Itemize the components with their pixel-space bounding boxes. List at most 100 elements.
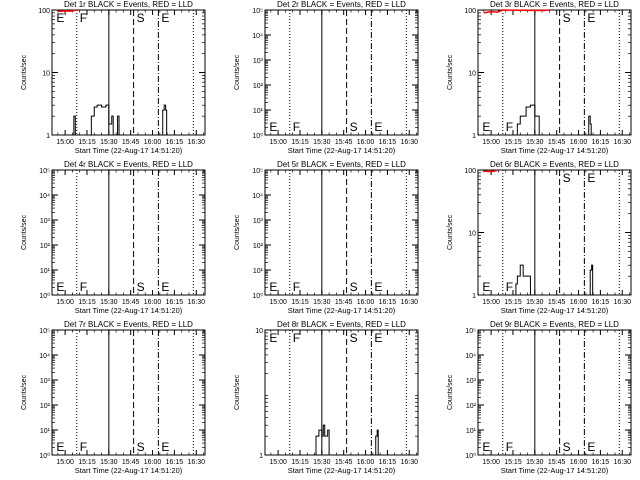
plot-frame: [264, 329, 419, 456]
y-tick-label: 10: [468, 71, 476, 78]
y-tick-label: 10⁰: [252, 132, 263, 140]
y-axis-label: Counts/sec: [447, 54, 454, 90]
y-tick-label: 10⁴: [465, 353, 476, 360]
plot-frame: [477, 329, 632, 456]
plot-frame: [477, 9, 632, 136]
panel-title: Det 1r BLACK = Events, RED = LLD: [64, 0, 193, 9]
x-tick-label: 15:00: [482, 459, 500, 466]
y-tick-label: 10⁴: [252, 33, 263, 40]
x-tick-label: 15:00: [56, 299, 74, 306]
marker-label-e: E: [587, 11, 595, 25]
panel-det-4: Det 4r BLACK = Events, RED = LLD 10⁰ 10¹ 10…: [21, 160, 206, 315]
marker-label-e: E: [374, 120, 382, 134]
x-tick-label: 15:30: [100, 139, 118, 146]
y-tick-label: 10⁵: [252, 168, 263, 175]
y-tick-label: 10¹: [40, 268, 51, 275]
panel-title: Det 4r BLACK = Events, RED = LLD: [64, 160, 193, 169]
panel-det-6: Det 6r BLACK = Events, RED = LLD 1 10 100 Co…: [447, 160, 632, 315]
x-tick-label: 15:00: [56, 459, 74, 466]
x-tick-label: 15:30: [313, 139, 331, 146]
x-tick-label: 15:15: [291, 459, 309, 466]
panel-det-9: Det 9r BLACK = Events, RED = LLD 10⁰ 10¹ 10…: [447, 320, 632, 475]
marker-label-f: F: [506, 280, 513, 294]
y-tick-label: 10⁴: [39, 353, 50, 360]
y-tick-label: 100: [464, 8, 476, 15]
x-axis-label: Start Time (22-Aug-17 14:51:20): [75, 306, 183, 315]
x-tick-label: 16:30: [400, 139, 418, 146]
panel-title: Det 3r BLACK = Events, RED = LLD: [490, 0, 619, 9]
y-tick-label: 10¹: [466, 428, 477, 435]
y-tick-label: 10: [468, 231, 476, 238]
x-tick-label: 16:30: [613, 139, 631, 146]
x-tick-label: 15:15: [504, 459, 522, 466]
x-tick-label: 15:45: [122, 459, 140, 466]
panel-det-8: Det 8r BLACK = Events, RED = LLD 1 10 Count…: [234, 320, 419, 475]
marker-label-e: E: [374, 331, 382, 345]
marker-label-f: F: [293, 120, 300, 134]
y-axis-label: Counts/sec: [447, 374, 454, 410]
x-tick-label: 16:30: [187, 299, 205, 306]
x-tick-label: 15:00: [269, 139, 287, 146]
marker-label-f: F: [80, 280, 87, 294]
x-tick-label: 16:15: [592, 459, 610, 466]
x-axis-label: Start Time (22-Aug-17 14:51:20): [288, 466, 396, 475]
marker-label-f: F: [80, 440, 87, 454]
y-tick-label: 1: [472, 133, 476, 140]
x-tick-label: 15:30: [526, 299, 544, 306]
x-axis-label: Start Time (22-Aug-17 14:51:20): [75, 146, 183, 155]
marker-label-e: E: [56, 11, 64, 25]
y-tick-label: 1: [46, 133, 50, 140]
x-tick-label: 15:15: [78, 459, 96, 466]
x-tick-label: 16:00: [357, 459, 375, 466]
x-tick-label: 15:00: [269, 459, 287, 466]
x-tick-label: 15:30: [313, 299, 331, 306]
y-tick-label: 10⁵: [39, 328, 50, 335]
x-tick-label: 15:45: [548, 139, 566, 146]
marker-label-f: F: [506, 120, 513, 134]
y-tick-label: 10¹: [253, 108, 264, 115]
y-tick-label: 10³: [253, 218, 264, 225]
y-tick-label: 1: [259, 453, 263, 460]
x-tick-label: 15:30: [313, 459, 331, 466]
x-axis-label: Start Time (22-Aug-17 14:51:20): [288, 146, 396, 155]
y-axis-label: Counts/sec: [21, 214, 28, 250]
y-tick-label: 10⁵: [252, 8, 263, 15]
marker-label-s: S: [563, 440, 571, 454]
x-tick-label: 15:15: [291, 299, 309, 306]
y-tick-label: 10⁴: [39, 193, 50, 200]
marker-label-f: F: [506, 440, 513, 454]
marker-label-e: E: [269, 280, 277, 294]
x-tick-label: 15:15: [78, 139, 96, 146]
y-tick-label: 10³: [40, 218, 51, 225]
marker-label-e: E: [161, 280, 169, 294]
x-tick-label: 16:30: [613, 299, 631, 306]
x-tick-label: 16:00: [570, 459, 588, 466]
x-tick-label: 15:45: [122, 139, 140, 146]
panel-title: Det 5r BLACK = Events, RED = LLD: [277, 160, 406, 169]
marker-label-s: S: [137, 280, 145, 294]
x-axis-label: Start Time (22-Aug-17 14:51:20): [288, 306, 396, 315]
marker-label-s: S: [350, 331, 358, 345]
x-tick-label: 15:30: [526, 459, 544, 466]
y-axis-label: Counts/sec: [234, 374, 241, 410]
x-tick-label: 15:30: [100, 459, 118, 466]
marker-label-f: F: [80, 11, 87, 25]
x-tick-label: 15:15: [291, 139, 309, 146]
y-tick-label: 10⁵: [39, 168, 50, 175]
marker-label-s: S: [137, 440, 145, 454]
plot-frame: [51, 169, 206, 296]
y-tick-label: 10⁰: [252, 292, 263, 300]
x-tick-label: 15:45: [335, 139, 353, 146]
lld-series-line: [483, 169, 498, 173]
panel-title: Det 9r BLACK = Events, RED = LLD: [490, 320, 619, 329]
x-tick-label: 15:00: [56, 139, 74, 146]
marker-label-s: S: [350, 280, 358, 294]
y-tick-label: 10²: [40, 243, 51, 250]
x-tick-label: 15:30: [526, 139, 544, 146]
y-tick-label: 10: [42, 71, 50, 78]
x-tick-label: 16:30: [187, 139, 205, 146]
marker-label-s: S: [563, 171, 571, 185]
y-tick-label: 1: [472, 293, 476, 300]
x-tick-label: 16:15: [592, 139, 610, 146]
x-tick-label: 16:15: [166, 139, 184, 146]
